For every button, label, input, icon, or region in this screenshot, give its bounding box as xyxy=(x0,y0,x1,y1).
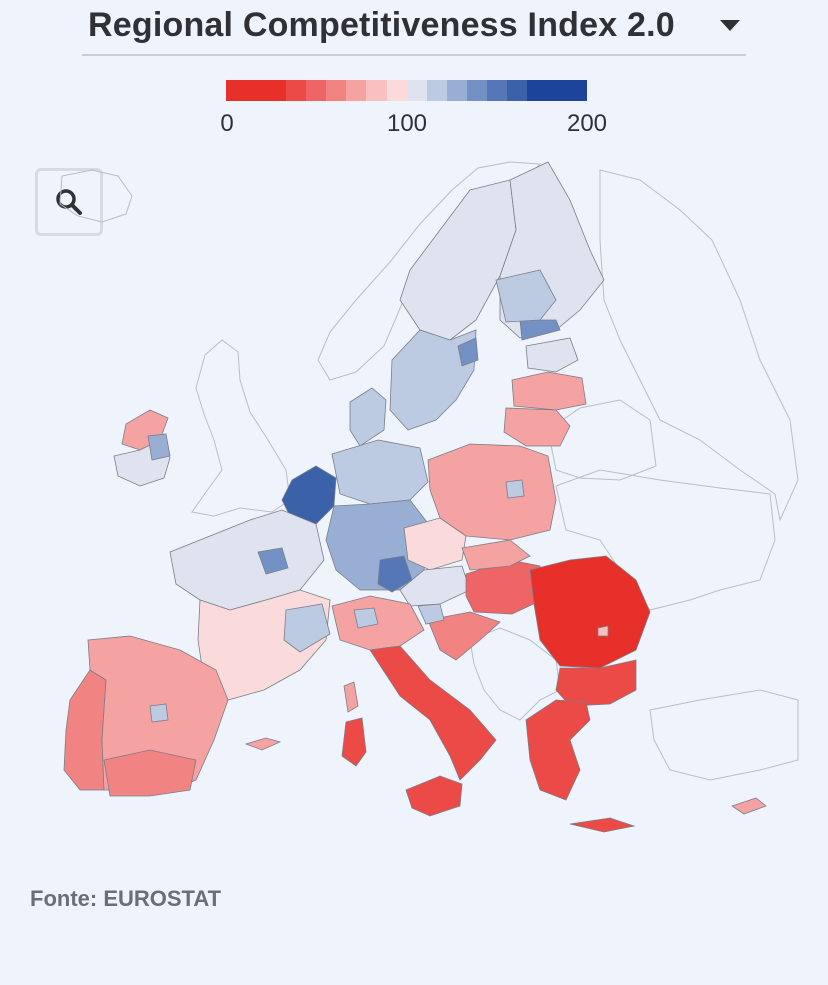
legend-swatch-8 xyxy=(386,80,407,101)
region-spain-south xyxy=(103,749,197,797)
zoom-button[interactable] xyxy=(35,168,103,236)
search-icon xyxy=(56,189,82,215)
region-france-north xyxy=(169,509,325,611)
region-finland-south xyxy=(495,269,557,323)
legend-tick-mid: 100 xyxy=(386,110,428,137)
non-eu-outlines xyxy=(59,161,799,781)
region-paris xyxy=(257,547,289,575)
region-balearic xyxy=(244,737,282,751)
region-sardinia xyxy=(341,717,367,767)
region-lyon xyxy=(283,603,331,653)
region-milan xyxy=(353,607,379,629)
uk-outline xyxy=(191,339,291,517)
region-denmark xyxy=(349,387,387,447)
legend-swatch-7 xyxy=(366,80,387,101)
belarus-outline xyxy=(547,399,657,481)
legend-tick-max: 200 xyxy=(566,110,608,137)
region-poland xyxy=(427,443,557,541)
eu-regions xyxy=(63,161,767,833)
region-corsica xyxy=(343,681,359,713)
data-source-note: Fonte: EUROSTAT xyxy=(30,886,222,911)
region-dublin xyxy=(147,433,171,461)
region-latvia xyxy=(511,371,587,411)
legend-swatch-14 xyxy=(506,80,527,101)
region-croatia xyxy=(427,611,501,661)
region-sweden-south xyxy=(389,329,477,431)
legend-swatch-15 xyxy=(526,80,547,101)
region-sicily xyxy=(405,775,463,817)
region-germany-north xyxy=(331,439,429,505)
turkey-outline xyxy=(649,689,799,781)
region-estonia xyxy=(525,337,579,373)
region-cyprus xyxy=(731,797,767,815)
region-warsaw xyxy=(505,479,525,499)
region-bulgaria xyxy=(555,659,637,707)
legend-swatch-11 xyxy=(446,80,467,101)
region-sweden-north xyxy=(399,179,517,341)
legend-swatch-16 xyxy=(547,80,568,101)
region-madrid xyxy=(149,703,169,723)
legend-swatch-10 xyxy=(426,80,447,101)
balkan-outline xyxy=(469,627,561,721)
region-crete xyxy=(569,817,636,833)
region-romania xyxy=(529,555,651,669)
europe-choropleth-map[interactable] xyxy=(0,150,828,870)
region-munich xyxy=(377,555,413,593)
region-slovenia xyxy=(417,603,445,625)
region-portugal xyxy=(63,669,107,791)
region-bucharest xyxy=(597,625,609,637)
region-italy-south xyxy=(369,645,497,781)
legend-swatch-2 xyxy=(266,80,287,101)
region-greece xyxy=(525,699,591,801)
color-legend: 0 100 200 xyxy=(220,80,607,140)
legend-swatch-13 xyxy=(486,80,507,101)
legend-swatch-5 xyxy=(326,80,347,101)
color-legend-bar xyxy=(226,80,588,101)
chevron-down-icon xyxy=(720,20,740,31)
ukraine-outline xyxy=(555,469,776,611)
russia-outline xyxy=(599,169,799,522)
indicator-dropdown[interactable]: Regional Competitiveness Index 2.0 xyxy=(82,0,746,56)
legend-swatch-4 xyxy=(306,80,327,101)
legend-swatch-9 xyxy=(406,80,427,101)
legend-swatch-17 xyxy=(567,80,588,101)
legend-swatch-6 xyxy=(346,80,367,101)
region-stockholm xyxy=(457,337,479,367)
region-czechia xyxy=(403,517,467,571)
region-helsinki xyxy=(519,319,561,341)
region-slovakia xyxy=(461,539,531,571)
legend-swatch-1 xyxy=(246,80,267,101)
iceland-outline xyxy=(59,169,133,223)
legend-swatch-3 xyxy=(286,80,307,101)
region-benelux xyxy=(281,465,337,525)
legend-tick-min: 0 xyxy=(220,110,234,137)
region-lithuania xyxy=(503,407,571,447)
legend-swatch-0 xyxy=(226,80,247,101)
indicator-dropdown-label: Regional Competitiveness Index 2.0 xyxy=(88,6,675,44)
legend-swatch-12 xyxy=(466,80,487,101)
